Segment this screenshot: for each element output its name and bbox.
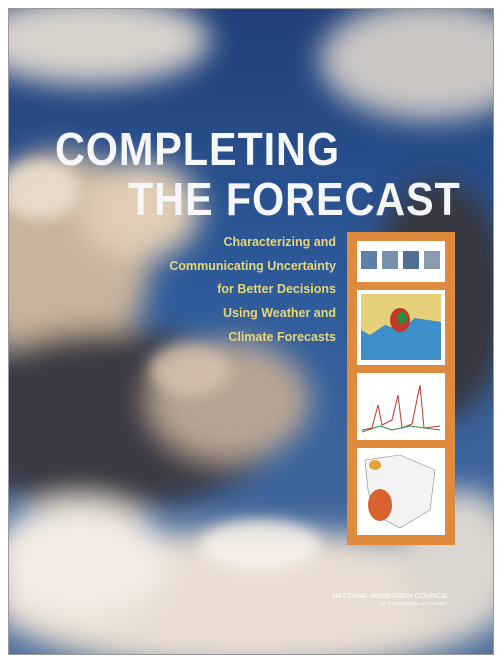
subtitle-line: for Better Decisions bbox=[217, 282, 336, 296]
image-panel bbox=[347, 232, 455, 545]
title-line: THE FORECAST bbox=[128, 174, 461, 226]
book-cover: COMPLETING THE FORECAST Characterizing a… bbox=[0, 0, 502, 663]
subtitle-line: Using Weather and bbox=[223, 306, 336, 320]
publisher-affiliation: OF THE NATIONAL ACADEMIES bbox=[380, 601, 447, 606]
title-line: COMPLETING bbox=[55, 124, 340, 176]
subtitle-line: Characterizing and bbox=[223, 235, 336, 249]
subtitle-line: Climate Forecasts bbox=[228, 330, 336, 344]
thumbnail bbox=[357, 373, 445, 440]
publisher-name: NATIONAL RESEARCH COUNCIL bbox=[332, 591, 448, 600]
subtitle-line: Communicating Uncertainty bbox=[169, 259, 336, 273]
